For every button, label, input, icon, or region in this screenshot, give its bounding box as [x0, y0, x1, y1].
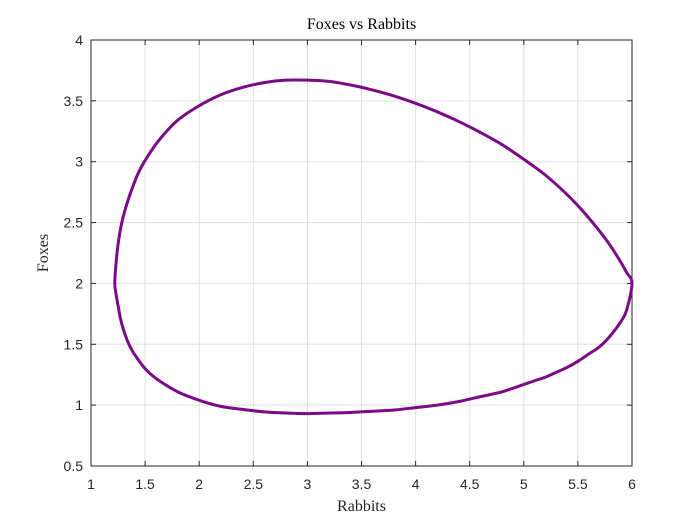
- x-tick-label: 6: [628, 476, 636, 492]
- y-tick-label: 1.5: [64, 336, 84, 352]
- x-tick-label: 2.5: [244, 476, 264, 492]
- y-tick-label: 0.5: [64, 458, 84, 474]
- grid-lines: [90, 39, 633, 467]
- tick-marks: [90, 39, 633, 467]
- x-tick-label: 2: [195, 476, 203, 492]
- x-tick-label: 1: [87, 476, 95, 492]
- y-axis-label: Foxes: [35, 234, 52, 272]
- chart-title: Foxes vs Rabbits: [307, 16, 416, 33]
- series-line: [113, 78, 634, 416]
- x-tick-label: 5: [520, 476, 528, 492]
- x-axis-label: Rabbits: [337, 498, 386, 515]
- x-tick-label: 4: [412, 476, 420, 492]
- y-tick-label: 3.5: [64, 93, 84, 109]
- x-tick-label: 1.5: [135, 476, 155, 492]
- x-tick-label: 5.5: [568, 476, 588, 492]
- y-tick-label: 2: [75, 275, 83, 291]
- x-tick-label: 3.5: [352, 476, 372, 492]
- y-tick-label: 2.5: [64, 215, 84, 231]
- y-tick-label: 4: [75, 32, 83, 48]
- y-tick-labels: 0.5 1 1.5 2 2.5 3 3.5 4: [64, 32, 84, 474]
- x-tick-label: 3: [304, 476, 312, 492]
- x-tick-label: 4.5: [460, 476, 480, 492]
- y-tick-label: 1: [75, 397, 83, 413]
- y-tick-label: 3: [75, 154, 83, 170]
- x-tick-labels: 1 1.5 2 2.5 3 3.5 4 4.5 5 5.5 6: [87, 476, 636, 492]
